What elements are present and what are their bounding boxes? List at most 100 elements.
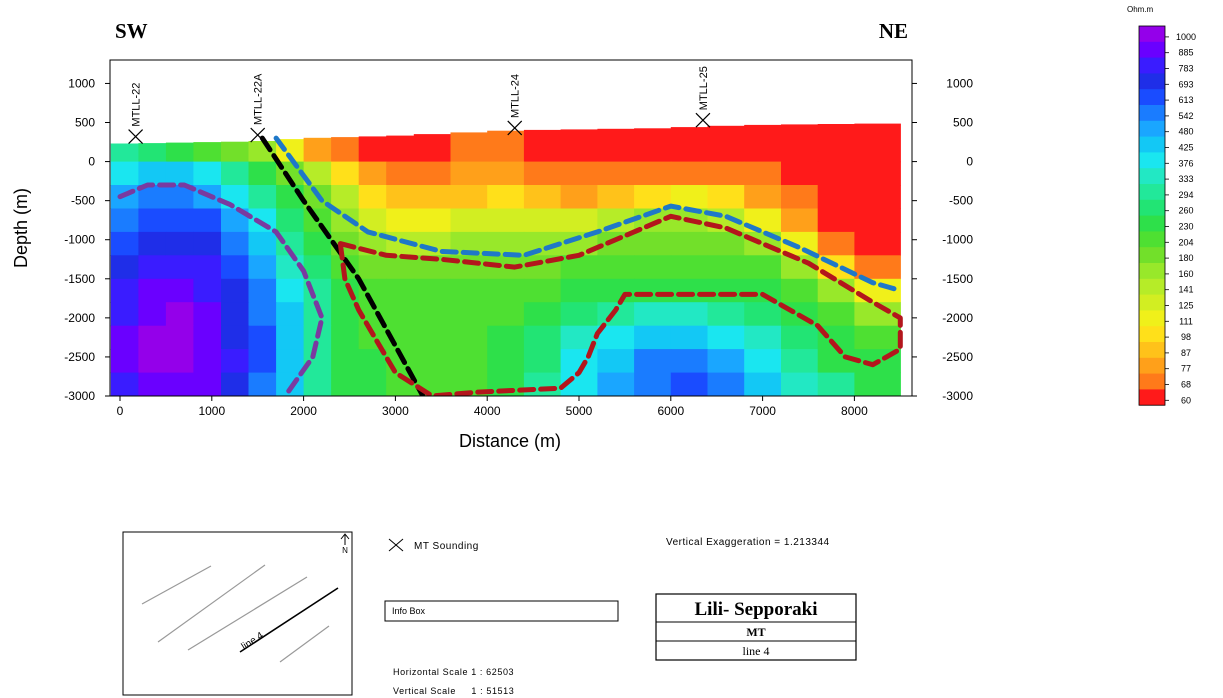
resistivity-cell [110,143,139,163]
y-tick-label-right: -2500 [942,350,973,364]
resistivity-cell [450,278,488,303]
resistivity-cell [781,325,819,350]
resistivity-cell [597,161,635,186]
resistivity-cell [165,302,194,327]
colorbar-swatch [1139,199,1165,216]
resistivity-cell [110,302,139,327]
resistivity-cell [138,349,167,374]
colorbar-label: 260 [1178,206,1193,216]
resistivity-cell [386,135,415,163]
colorbar-label: 480 [1178,127,1193,137]
colorbar-swatch [1139,41,1165,58]
resistivity-cell [248,302,277,327]
colorbar-swatch [1139,247,1165,264]
resistivity-cell [248,325,277,350]
resistivity-cell [386,255,415,280]
resistivity-cell [817,372,855,396]
resistivity-cell [331,349,360,374]
resistivity-cell [413,208,452,233]
resistivity-cell [165,161,194,186]
resistivity-cell [634,325,672,350]
resistivity-cell [707,278,745,303]
resistivity-cell [165,208,194,233]
resistivity-cell [221,141,250,163]
colorbar-swatch [1139,373,1165,390]
colorbar-swatch [1139,57,1165,74]
resistivity-cell [670,278,709,303]
resistivity-cell [110,372,139,396]
x-tick-label: 5000 [566,404,593,418]
resistivity-cell [331,161,360,186]
resistivity-cell [854,325,901,350]
resistivity-cell [707,302,745,327]
resistivity-cell [138,208,167,233]
x-tick-label: 3000 [382,404,409,418]
resistivity-cell [110,325,139,350]
resistivity-cell [165,231,194,256]
resistivity-cell [670,325,709,350]
resistivity-cell [634,255,672,280]
resistivity-cell [138,143,167,163]
x-tick-label: 1000 [198,404,225,418]
resistivity-cell [817,278,855,303]
profile-line-4 [239,587,339,653]
resistivity-cell [331,325,360,350]
resistivity-cell [597,278,635,303]
resistivity-cell [276,208,305,233]
resistivity-cell [193,255,222,280]
resistivity-cell [331,372,360,396]
y-axis-title: Depth (m) [11,188,31,268]
resistivity-cell [560,129,598,163]
y-tick-label-right: -2000 [942,311,973,325]
colorbar-swatch [1139,184,1165,201]
resistivity-cell [817,208,855,233]
resistivity-cell [450,302,488,327]
ne-label: NE [879,19,908,43]
resistivity-cell [523,185,562,209]
resistivity-cell [110,255,139,280]
resistivity-cell [110,231,139,256]
resistivity-cell [707,185,745,209]
resistivity-cell [523,302,562,327]
resistivity-cell [634,278,672,303]
resistivity-cell [331,137,360,163]
resistivity-cell [854,208,901,233]
colorbar-unit: Ohm.m [1127,5,1154,14]
resistivity-cell [413,185,452,209]
colorbar-label: 230 [1178,222,1193,232]
resistivity-cell [854,255,901,280]
y-tick-label: -500 [71,194,95,208]
colorbar-swatch [1139,105,1165,122]
resistivity-cell [221,325,250,350]
north-arrow-icon [340,533,350,545]
resistivity-cell [413,302,452,327]
resistivity-cell [817,161,855,186]
resistivity-cell [413,325,452,350]
colorbar-label: 68 [1181,380,1191,390]
resistivity-cell [854,231,901,256]
interpretation-line [273,135,903,293]
resistivity-cell [248,208,277,233]
colorbar-swatch [1139,168,1165,185]
colorbar-label: 885 [1178,48,1193,58]
colorbar-swatch [1139,73,1165,90]
resistivity-cell [744,302,782,327]
resistivity-cell [248,278,277,303]
resistivity-cell [670,231,709,256]
resistivity-cell [597,128,635,163]
resistivity-cell [560,161,598,186]
colorbar-label: 425 [1178,143,1193,153]
resistivity-cell [276,302,305,327]
resistivity-cell [634,302,672,327]
resistivity-cell [707,125,745,163]
north-label: N [342,546,348,555]
y-tick-label-right: -3000 [942,389,973,403]
resistivity-cell [165,372,194,396]
info-box-label: Info Box [392,606,426,616]
colorbar-label: 333 [1178,174,1193,184]
resistivity-cell [854,123,901,163]
resistivity-cell [110,208,139,233]
x-axis-title: Distance (m) [459,431,561,451]
resistivity-cell [597,372,635,396]
resistivity-cell [193,231,222,256]
